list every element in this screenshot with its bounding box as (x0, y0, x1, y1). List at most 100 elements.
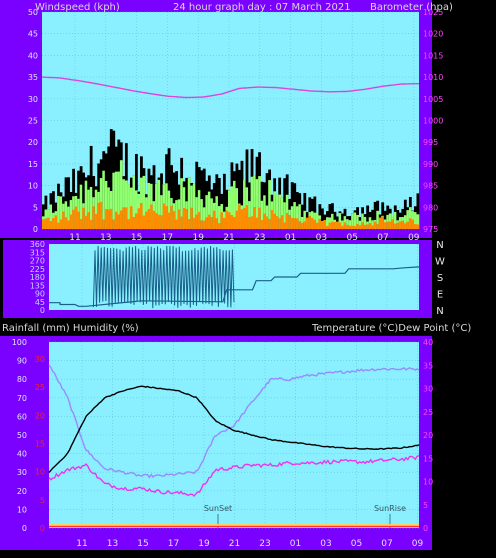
wind-x-tick: 05 (346, 233, 357, 243)
gust-bar (416, 214, 420, 229)
avg-wind-bar (338, 222, 342, 229)
wind-x-tick: 21 (223, 233, 234, 243)
windspeed-bar (175, 171, 179, 229)
dir-y-tick: 0 (40, 306, 45, 315)
gust-bar (132, 175, 136, 229)
gust-bar (406, 210, 410, 229)
gust-bar (104, 181, 108, 229)
wind-chart: 0510152025303540455097598098599099510001… (28, 8, 444, 243)
avg-wind-bar (393, 223, 397, 229)
avg-wind-bar (411, 219, 415, 229)
avg-wind-bar (129, 206, 133, 229)
humidity-y-tick: 100 (12, 338, 27, 347)
wind-x-tick: 07 (377, 233, 388, 243)
gust-bar (227, 190, 231, 229)
gust-bar (217, 206, 221, 229)
avg-wind-bar (348, 225, 352, 229)
wind-x-tick: 13 (100, 233, 111, 243)
windspeed-bar (290, 182, 294, 229)
avg-wind-bar (391, 219, 395, 229)
gust-bar (200, 199, 204, 229)
avg-wind-bar (376, 223, 380, 229)
humidity-y-tick: 40 (17, 450, 27, 459)
humidity-y-tick: 70 (17, 394, 27, 403)
avg-wind-bar (263, 213, 266, 229)
avg-wind-bar (245, 205, 249, 229)
avg-wind-bar (310, 217, 314, 229)
wind-y-tick-right: 985 (423, 182, 438, 191)
avg-wind-bar (268, 219, 272, 229)
temp-y-tick: 30 (423, 385, 433, 394)
avg-wind-bar (293, 218, 297, 229)
avg-wind-bar (122, 207, 126, 229)
temp-y-tick: 25 (423, 408, 433, 417)
avg-wind-bar (49, 221, 53, 229)
avg-wind-bar (403, 223, 407, 229)
gust-bar (192, 183, 196, 229)
gust-bar (119, 160, 123, 229)
avg-wind-bar (416, 224, 420, 229)
avg-wind-bar (300, 222, 304, 229)
avg-wind-bar (230, 215, 234, 229)
gust-bar (285, 194, 289, 229)
avg-wind-bar (401, 220, 405, 229)
windspeed-bar (82, 172, 86, 229)
gust-bar (202, 207, 206, 229)
gust-bar (388, 213, 392, 229)
gust-bar (102, 170, 106, 229)
windspeed-bar (202, 168, 206, 229)
avg-wind-bar (175, 219, 179, 229)
gust-bar (69, 200, 73, 229)
avg-wind-bar (220, 212, 224, 229)
wind-y-tick-right: 975 (423, 225, 438, 234)
humidity-y-tick: 60 (17, 412, 27, 421)
avg-wind-bar (305, 217, 309, 229)
dir-y-tick: 270 (30, 257, 45, 266)
gust-bar (107, 187, 111, 229)
windspeed-bar (328, 204, 332, 229)
wind-y-tick-left: 0 (33, 225, 38, 234)
gust-bar (371, 220, 375, 229)
avg-wind-bar (358, 225, 362, 229)
humidity-line (48, 364, 420, 479)
gust-bar (64, 201, 68, 229)
gust-bar (210, 198, 214, 229)
avg-wind-bar (79, 218, 83, 229)
wind-y-tick-right: 1025 (423, 8, 443, 17)
avg-wind-bar (308, 215, 312, 229)
temp-y-tick: 15 (423, 454, 433, 463)
gust-bar (403, 215, 407, 229)
avg-wind-bar (112, 219, 116, 229)
avg-wind-bar (197, 211, 201, 229)
wind-y-tick-right: 1000 (423, 117, 443, 126)
wind-y-tick-left: 40 (28, 51, 38, 60)
avg-wind-bar (42, 219, 45, 229)
avg-wind-bar (273, 213, 277, 229)
gust-bar (315, 212, 319, 229)
avg-wind-bar (215, 218, 219, 229)
gust-bar (124, 180, 128, 229)
windspeed-bar (238, 169, 241, 229)
wind-x-tick: 01 (285, 233, 296, 243)
wind-y-tick-right: 1020 (423, 30, 443, 39)
avg-wind-bar (323, 220, 327, 229)
gust-bar (293, 202, 297, 229)
barometer-line (41, 76, 420, 99)
gust-bar (338, 213, 342, 229)
avg-wind-bar (378, 217, 382, 229)
temp-plot-area (49, 342, 419, 528)
avg-wind-bar (396, 222, 400, 229)
avg-wind-bar (140, 203, 143, 229)
dir-y-tick: 180 (30, 273, 45, 282)
gust-bar (122, 179, 126, 229)
gust-bar (160, 195, 163, 229)
temp-x-tick: 15 (137, 539, 148, 549)
avg-wind-bar (195, 214, 199, 229)
avg-wind-bar (182, 208, 186, 229)
temp-x-tick: 01 (290, 539, 301, 549)
sunrise-label: SunRise (374, 504, 406, 513)
gust-bar (155, 183, 158, 229)
avg-wind-bar (205, 217, 209, 229)
avg-wind-bar (233, 216, 236, 229)
avg-wind-bar (343, 222, 347, 229)
